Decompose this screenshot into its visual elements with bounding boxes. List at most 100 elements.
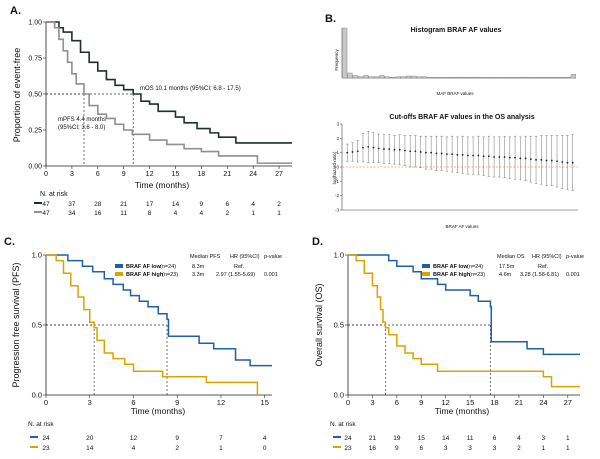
- D-x-tick-label: 18: [490, 398, 498, 407]
- d-legend-low-swatch: [422, 264, 430, 268]
- C-risk-count: 14: [86, 445, 94, 452]
- cutoff-y-tick-label: 2: [336, 136, 339, 141]
- cutoff-point: [372, 146, 375, 149]
- A-x-tick-label: 27: [275, 171, 283, 178]
- A-x-tick-label: 12: [146, 171, 154, 178]
- hist-bar: [491, 77, 497, 79]
- D-risk-count: 3: [468, 445, 472, 452]
- c-legend-high-hr: 2.97 (1.55-5.69): [216, 272, 255, 278]
- c-header-p: p-value: [264, 254, 282, 260]
- hist-bar: [443, 77, 449, 79]
- D-x-tick-label: 15: [466, 398, 474, 407]
- A-x-tick-label: 18: [197, 171, 205, 178]
- D-x-tick-label: 9: [419, 398, 423, 407]
- A-series-1-curve: [46, 21, 292, 164]
- c-header-median: Median PFS: [190, 254, 221, 260]
- hist-bar: [342, 27, 348, 79]
- cutoff-point: [404, 149, 406, 152]
- cutoff-point: [561, 161, 564, 163]
- A-x-tick-label: 6: [96, 171, 100, 178]
- cutoff-point: [388, 148, 391, 150]
- D-risk-count: 24: [344, 435, 352, 442]
- c-legend-low-n: (n=24): [160, 264, 176, 270]
- cutoff-point: [398, 148, 401, 151]
- C-x-tick-label: 9: [175, 398, 179, 407]
- A-y-tick-label: 1.00: [28, 20, 42, 27]
- D-x-tick-label: 3: [370, 398, 374, 407]
- cutoff-y-tick-label: 1: [336, 150, 339, 155]
- hist-bar: [395, 76, 401, 79]
- cutoff-point: [498, 156, 501, 158]
- C-risk-count: 24: [42, 435, 50, 442]
- hist-bar: [368, 76, 374, 79]
- c-legend-p: 0.001: [264, 272, 278, 278]
- A-risk-count: 16: [94, 210, 102, 217]
- D-risk-count: 16: [369, 445, 377, 452]
- cutoff-point: [383, 148, 385, 150]
- D-risk-count: 6: [493, 435, 497, 442]
- panel-b-letter: B.: [325, 13, 336, 25]
- panel-d-xlabel: Time (months): [435, 406, 490, 416]
- cutoff-point: [493, 156, 495, 158]
- hist-xlabel: MAF BRAF values: [436, 91, 474, 96]
- D-risk-count: 6: [419, 445, 423, 452]
- A-risk-count: 1: [277, 210, 281, 217]
- d-legend-high-n: (n=23): [469, 272, 485, 278]
- cutoff-point: [524, 157, 527, 160]
- hist-bar: [363, 75, 369, 79]
- cutoff-point: [482, 155, 485, 158]
- c-header-hr: HR (95%CI): [230, 254, 260, 260]
- cutoff-point: [556, 160, 558, 163]
- C-x-tick-label: 15: [261, 398, 269, 407]
- cutoff-y-tick-label: -1: [335, 179, 339, 184]
- D-x-tick-label: 21: [515, 398, 523, 407]
- D-y-tick-label: 0.0: [334, 391, 344, 400]
- A-risk-count: 21: [120, 201, 128, 208]
- histogram-plot: [341, 27, 576, 79]
- hist-bar: [570, 74, 576, 79]
- hist-bar: [517, 77, 523, 79]
- hist-bar: [374, 76, 380, 79]
- hist-bar: [549, 77, 555, 79]
- d-legend-high-label: BRAF AF high: [433, 272, 471, 278]
- D-risk-count: 15: [418, 435, 426, 442]
- D-x-tick-label: 27: [564, 398, 572, 407]
- A-risk-count: 2: [225, 210, 229, 217]
- panel-d-risk-table: 24 21 19 15 14 11 6 4 3 123 16 9 6 3 3 3 2 1 1: [333, 435, 570, 452]
- cutoff-y-tick-label: 3: [336, 122, 339, 127]
- D-risk-count: 14: [442, 435, 450, 442]
- cutoff-y-tick-label: -3: [335, 208, 339, 213]
- hist-bar: [437, 77, 443, 79]
- d-header-p: p-value: [566, 254, 584, 260]
- A-risk-count: 4: [251, 201, 255, 208]
- C-x-tick-label: 6: [131, 398, 135, 407]
- D-x-tick-label: 24: [539, 398, 547, 407]
- A-risk-count: 2: [277, 201, 281, 208]
- C-risk-count: 1: [219, 445, 223, 452]
- cutoff-plot: -3 -2 -1 0 1 2 3: [335, 122, 578, 213]
- A-risk-count: 47: [42, 201, 50, 208]
- cutoff-point: [356, 150, 359, 153]
- A-x-tick-label: 3: [70, 171, 74, 178]
- hist-bar: [459, 77, 465, 79]
- A-y-tick-label: 0.25: [28, 128, 42, 135]
- C-risk-swatch: [30, 436, 38, 438]
- hist-bar: [352, 75, 358, 79]
- A-x-tick-label: 9: [122, 171, 126, 178]
- D-risk-count: 1: [542, 445, 546, 452]
- panel-c-risk-title: N. at risk: [28, 421, 54, 428]
- cutoff-point: [566, 161, 569, 164]
- panel-a-ylabel: Proportion of event-free: [12, 48, 22, 143]
- cutoff-point: [477, 154, 480, 157]
- D-y-tick-label: 1.0: [334, 251, 344, 260]
- C-risk-swatch: [30, 446, 38, 448]
- hist-bar: [485, 77, 491, 79]
- D-y-tick-label: 0.5: [334, 321, 344, 330]
- C-risk-count: 7: [219, 435, 223, 442]
- C-risk-count: 23: [42, 445, 50, 452]
- hist-bar: [522, 77, 529, 79]
- cutoff-xlabel: BRAF AF values: [445, 224, 479, 229]
- A-risk-count: 37: [68, 201, 76, 208]
- C-x-tick-label: 3: [88, 398, 92, 407]
- cutoff-point: [409, 150, 412, 153]
